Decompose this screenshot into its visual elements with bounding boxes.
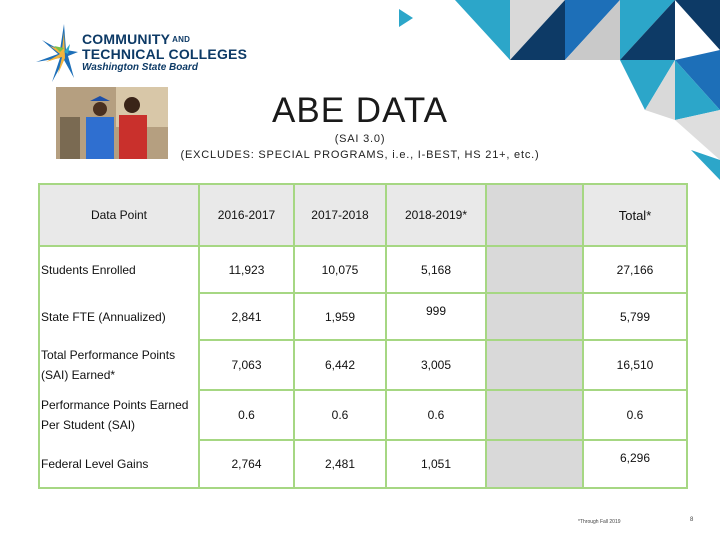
row-label-points-per-student: Performance Points Earned Per Student (S… <box>41 398 189 432</box>
grid-line-header <box>38 245 688 247</box>
cell-students-2017: 10,075 <box>321 262 359 277</box>
cell-fte-2018: 999 <box>425 303 447 318</box>
logo-line-technical: TECHNICAL COLLEGES <box>82 46 248 62</box>
header-2018-2019: 2018-2019* <box>387 185 485 245</box>
subtitle-sai: (SAI 3.0) <box>334 133 386 145</box>
cell-gains-2018: 1,051 <box>420 457 452 471</box>
grid-line-row3 <box>198 389 688 391</box>
grid-line-row2 <box>198 339 688 341</box>
graduates-photo <box>56 87 168 159</box>
cell-gains-2017: 2,481 <box>324 457 356 471</box>
cell-perstudent-2018: 0.6 <box>427 408 445 422</box>
subtitle-excludes: (EXCLUDES: SPECIAL PROGRAMS, i.e., I-BES… <box>180 149 540 161</box>
grid-line-col5 <box>582 183 584 489</box>
play-triangle-icon <box>399 9 413 27</box>
cell-perstudent-total: 0.6 <box>626 408 644 422</box>
cell-perstudent-2016: 0.6 <box>238 408 255 422</box>
grid-line-col4 <box>485 183 487 489</box>
decorative-triangles <box>455 0 720 180</box>
cell-fte-total: 5,799 <box>619 309 651 324</box>
header-total: Total* <box>584 185 686 245</box>
cell-points-2017: 6,442 <box>324 358 356 372</box>
cell-points-2018: 3,005 <box>420 358 452 372</box>
header-2016-2017: 2016-2017 <box>200 185 293 245</box>
grid-line-col3 <box>385 183 387 489</box>
grid-line-top <box>38 183 688 185</box>
row-label-total-performance-points: Total Performance Points (SAI) Earned* <box>41 348 176 382</box>
grid-line-col2 <box>293 183 295 489</box>
header-blank <box>487 185 582 245</box>
page-number: 8 <box>690 517 694 523</box>
logo-line-community: COMMUNITY AND <box>82 31 191 47</box>
grid-line-col1 <box>198 183 200 489</box>
row-label-federal-level-gains: Federal Level Gains <box>41 457 149 471</box>
cell-students-total: 27,166 <box>616 262 654 277</box>
cell-points-2016: 7,063 <box>231 358 262 372</box>
page-title: ABE DATA <box>272 91 448 130</box>
header-data-point: Data Point <box>40 185 198 245</box>
grid-line-bottom <box>38 487 688 489</box>
cell-fte-2016: 2,841 <box>231 309 262 324</box>
cell-students-2016: 11,923 <box>228 262 265 277</box>
cell-gains-2016: 2,764 <box>231 457 262 471</box>
grid-line-row4 <box>198 439 688 441</box>
star-burst-logo-icon <box>36 24 78 82</box>
logo-line-state-board: Washington State Board <box>82 62 198 73</box>
cell-students-2018: 5,168 <box>420 262 452 277</box>
cell-gains-total: 6,296 <box>619 451 651 465</box>
college-logo: COMMUNITY AND TECHNICAL COLLEGES Washingt… <box>34 22 248 86</box>
row-label-students-enrolled: Students Enrolled <box>41 262 136 277</box>
cell-perstudent-2017: 0.6 <box>331 408 349 422</box>
grid-line-row1 <box>198 292 688 294</box>
footnote: *Through Fall 2019 <box>578 519 621 525</box>
logo-and: AND <box>172 35 191 44</box>
abe-data-table: Data Point 2016-2017 2017-2018 2018-2019… <box>38 183 688 489</box>
grid-line-left <box>38 183 40 489</box>
cell-points-total: 16,510 <box>616 358 654 372</box>
cell-fte-2017: 1,959 <box>324 309 356 324</box>
header-2017-2018: 2017-2018 <box>295 185 385 245</box>
grid-line-right <box>686 183 688 489</box>
row-label-state-fte: State FTE (Annualized) <box>41 309 166 324</box>
